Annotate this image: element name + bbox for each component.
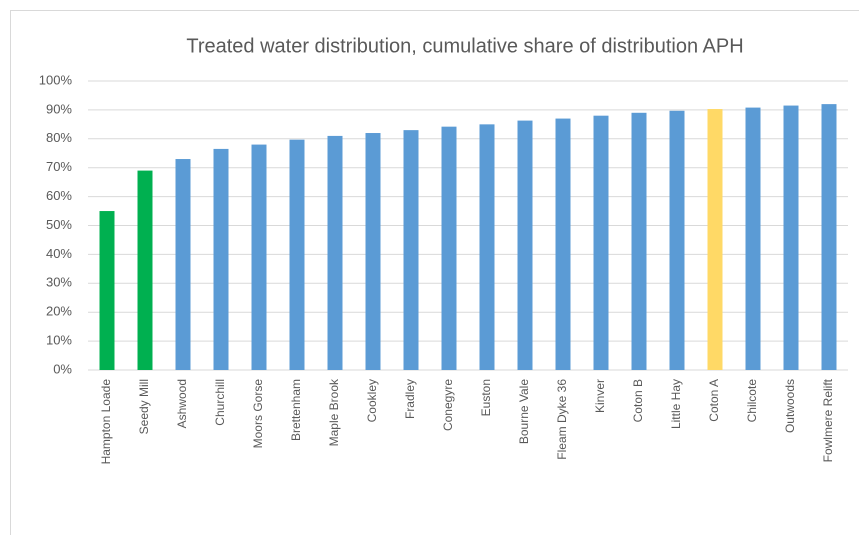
bar — [138, 171, 153, 370]
bar — [708, 109, 723, 370]
bar — [480, 124, 495, 370]
bar — [252, 145, 267, 370]
y-tick-label: 40% — [46, 246, 72, 261]
x-tick-label: Little Hay — [669, 379, 683, 429]
bar — [404, 130, 419, 370]
bar — [746, 108, 761, 370]
x-tick-label: Fowlmere Relift — [821, 378, 835, 462]
bar — [518, 121, 533, 370]
x-tick-label: Cookley — [365, 379, 379, 422]
y-tick-label: 0% — [53, 361, 72, 376]
x-tick-label: Coton B — [631, 379, 645, 422]
x-tick-label: Fleam Dyke 36 — [555, 379, 569, 460]
x-tick-label: Conegyre — [441, 379, 455, 431]
bar — [556, 119, 571, 370]
x-tick-label: Fradley — [403, 379, 417, 419]
x-tick-label: Kinver — [593, 379, 607, 413]
y-tick-label: 20% — [46, 304, 72, 319]
x-tick-label: Bourne Vale — [517, 379, 531, 444]
x-tick-label: Brettenham — [289, 379, 303, 441]
y-tick-label: 90% — [46, 101, 72, 116]
bar — [670, 111, 685, 370]
bar — [784, 106, 799, 370]
y-tick-label: 80% — [46, 130, 72, 145]
x-tick-label: Chilcote — [745, 379, 759, 423]
x-tick-label: Seedy Mill — [137, 379, 151, 434]
bar — [822, 104, 837, 370]
bar — [328, 136, 343, 370]
y-tick-label: 60% — [46, 188, 72, 203]
bar — [442, 127, 457, 370]
bar — [366, 133, 381, 370]
x-tick-label: Moors Gorse — [251, 379, 265, 449]
bar — [290, 140, 305, 370]
y-tick-label: 100% — [39, 72, 73, 87]
y-tick-label: 50% — [46, 217, 72, 232]
x-tick-label: Euston — [479, 379, 493, 416]
bar — [214, 149, 229, 370]
y-tick-label: 70% — [46, 159, 72, 174]
x-tick-label: Hampton Loade — [99, 379, 113, 465]
x-tick-label: Maple Brook — [327, 378, 341, 446]
bar — [632, 113, 647, 370]
bar — [176, 159, 191, 370]
x-tick-label: Ashwood — [175, 379, 189, 428]
bar — [594, 116, 609, 370]
bar — [100, 211, 115, 370]
chart-title: Treated water distribution, cumulative s… — [186, 35, 743, 57]
y-tick-label: 30% — [46, 275, 72, 290]
x-tick-label: Coton A — [707, 379, 721, 422]
x-tick-label: Outwoods — [783, 379, 797, 433]
y-tick-label: 10% — [46, 333, 72, 348]
x-tick-label: Churchill — [213, 379, 227, 426]
